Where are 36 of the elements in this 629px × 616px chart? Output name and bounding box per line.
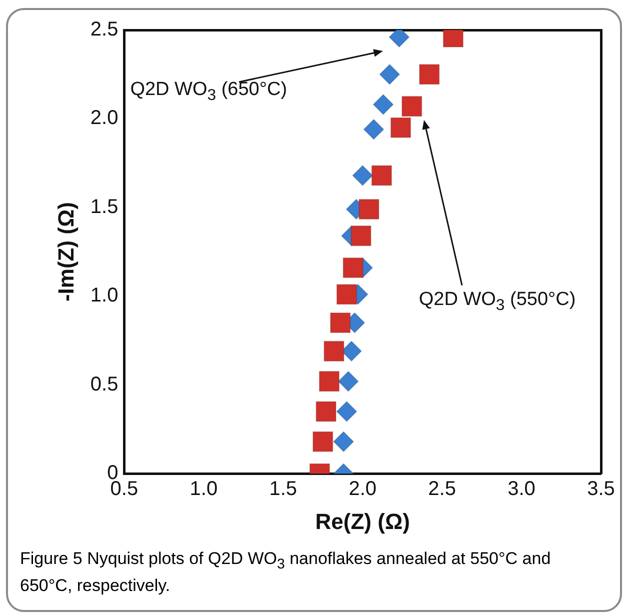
x-tick-label: 1.5 xyxy=(269,478,298,500)
point xyxy=(336,284,358,305)
point xyxy=(418,64,440,85)
point xyxy=(358,198,380,220)
x-tick-label: 3.0 xyxy=(508,478,536,500)
x-axis-title: Re(Z) (Ω) xyxy=(315,508,410,534)
y-tick-label: 1.0 xyxy=(90,284,118,307)
point xyxy=(324,340,344,362)
point xyxy=(333,431,354,452)
point xyxy=(371,165,392,186)
text: Figure 5 Nyquist plots of Q2D WO$_{3}$ nanoflakes annealed at 550°C and 650°C, respectively. xyxy=(20,549,551,596)
point xyxy=(363,118,384,140)
y-tick-label: 1.5 xyxy=(90,196,118,218)
point xyxy=(342,257,364,278)
y-tick-label: 2.0 xyxy=(90,107,118,130)
point xyxy=(390,117,412,138)
point xyxy=(336,400,358,422)
point xyxy=(318,370,340,392)
point xyxy=(379,64,400,85)
point xyxy=(312,431,334,452)
x-tick-label: 1.0 xyxy=(190,478,218,500)
point xyxy=(330,312,351,334)
point xyxy=(338,370,359,392)
x-tick-label: 2.5 xyxy=(428,478,456,500)
y-tick-label: 0.5 xyxy=(90,373,118,396)
x-tick-label: 3.5 xyxy=(587,478,615,500)
point xyxy=(316,401,336,422)
point xyxy=(352,165,374,186)
y-tick-label: 2.5 xyxy=(90,18,118,41)
point xyxy=(350,225,372,246)
point xyxy=(401,96,422,117)
y-axis-title: -Im(Z) (Ω) xyxy=(53,202,78,302)
point xyxy=(372,94,394,116)
x-tick-label: 2.0 xyxy=(348,478,377,500)
annotation: Q2D WO$_{3}$ (550°C) xyxy=(418,288,576,314)
annotation: Q2D WO$_{3}$ (650°C) xyxy=(130,79,288,105)
